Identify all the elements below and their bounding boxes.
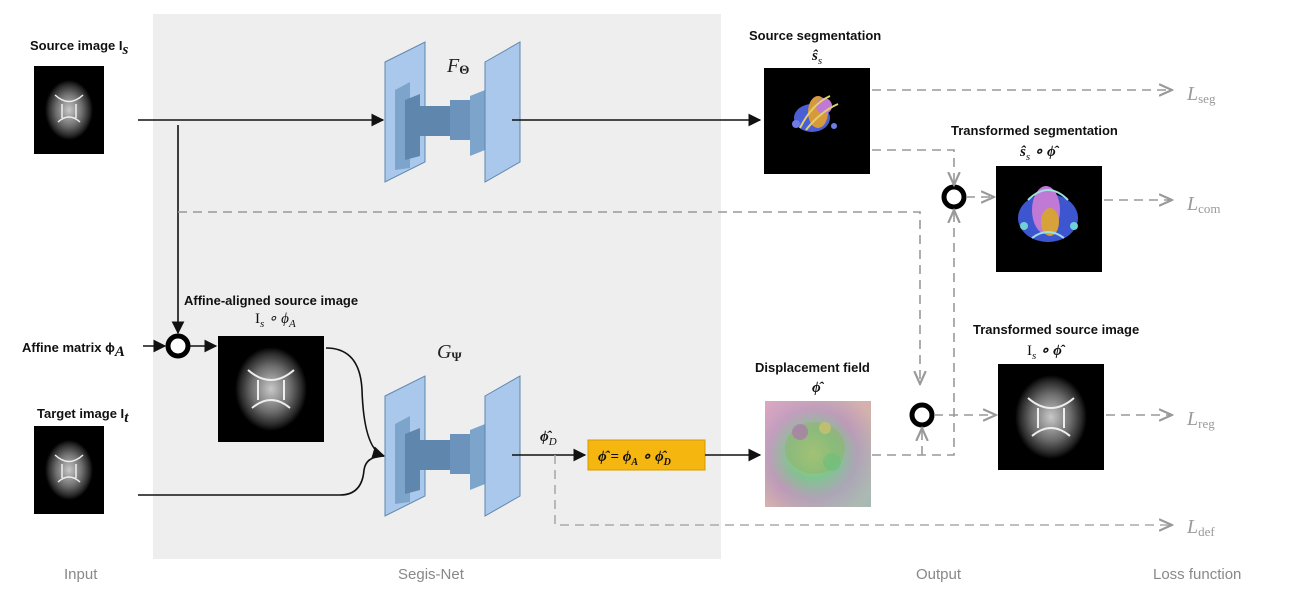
- caption-output: Output: [916, 566, 962, 583]
- transformed-segmentation-title: Transformed segmentation: [951, 123, 1118, 138]
- source-segmentation-symbol: ŝs: [811, 48, 822, 67]
- target-image-label: Target image It: [37, 406, 129, 426]
- network-f-name: FΘ: [446, 55, 469, 77]
- network-f: [384, 41, 521, 183]
- caption-input: Input: [64, 566, 98, 583]
- segis-net-panel: [153, 14, 721, 559]
- source-segmentation-image: [764, 68, 870, 174]
- loss-def: Ldef: [1186, 516, 1215, 539]
- composition-formula: ϕ̂ = ϕA ∘ ϕ̂D: [598, 449, 671, 468]
- dash-displacement-to-composes: [872, 210, 954, 456]
- source-segmentation-title: Source segmentation: [749, 28, 881, 43]
- transformed-source-formula: Is ∘ ϕ̂: [1027, 343, 1066, 362]
- source-image: [34, 66, 104, 154]
- affine-matrix-label: Affine matrix ϕA: [22, 340, 125, 360]
- dash-seg-to-compose: [872, 149, 954, 185]
- network-g-name: GΨ: [437, 341, 462, 364]
- transformed-segmentation-image: [996, 166, 1102, 272]
- displacement-field-image: [765, 401, 871, 507]
- displacement-field-symbol: ϕ̂: [812, 380, 825, 396]
- target-image: [34, 426, 104, 514]
- loss-com: Lcom: [1186, 193, 1221, 216]
- transformed-segmentation-formula: ŝs ∘ ϕ̂: [1019, 144, 1060, 163]
- seg-compose-node: [941, 184, 967, 210]
- curve-aligned-to-g: [325, 347, 386, 459]
- displacement-field-title: Displacement field: [755, 360, 870, 375]
- affine-aligned-formula: Is ∘ ϕA: [255, 311, 296, 330]
- network-g: [384, 375, 521, 517]
- caption-segis-net: Segis-Net: [398, 566, 465, 583]
- composition-formula-box: [587, 439, 706, 471]
- transformed-source-image: [998, 364, 1104, 470]
- affine-compose-node: [165, 333, 191, 359]
- image-compose-node: [909, 402, 935, 428]
- dash-source-to-output: [178, 211, 920, 384]
- affine-aligned-image: [218, 336, 324, 442]
- affine-aligned-title: Affine-aligned source image: [184, 293, 358, 308]
- loss-reg: Lreg: [1186, 408, 1215, 431]
- transformed-source-title: Transformed source image: [973, 322, 1139, 337]
- loss-seg: Lseg: [1186, 83, 1216, 106]
- dash-phid-to-def: [554, 455, 1172, 525]
- source-image-label: Source image Is: [30, 38, 128, 58]
- curve-target-to-g: [138, 455, 385, 496]
- caption-loss-function: Loss function: [1153, 566, 1241, 583]
